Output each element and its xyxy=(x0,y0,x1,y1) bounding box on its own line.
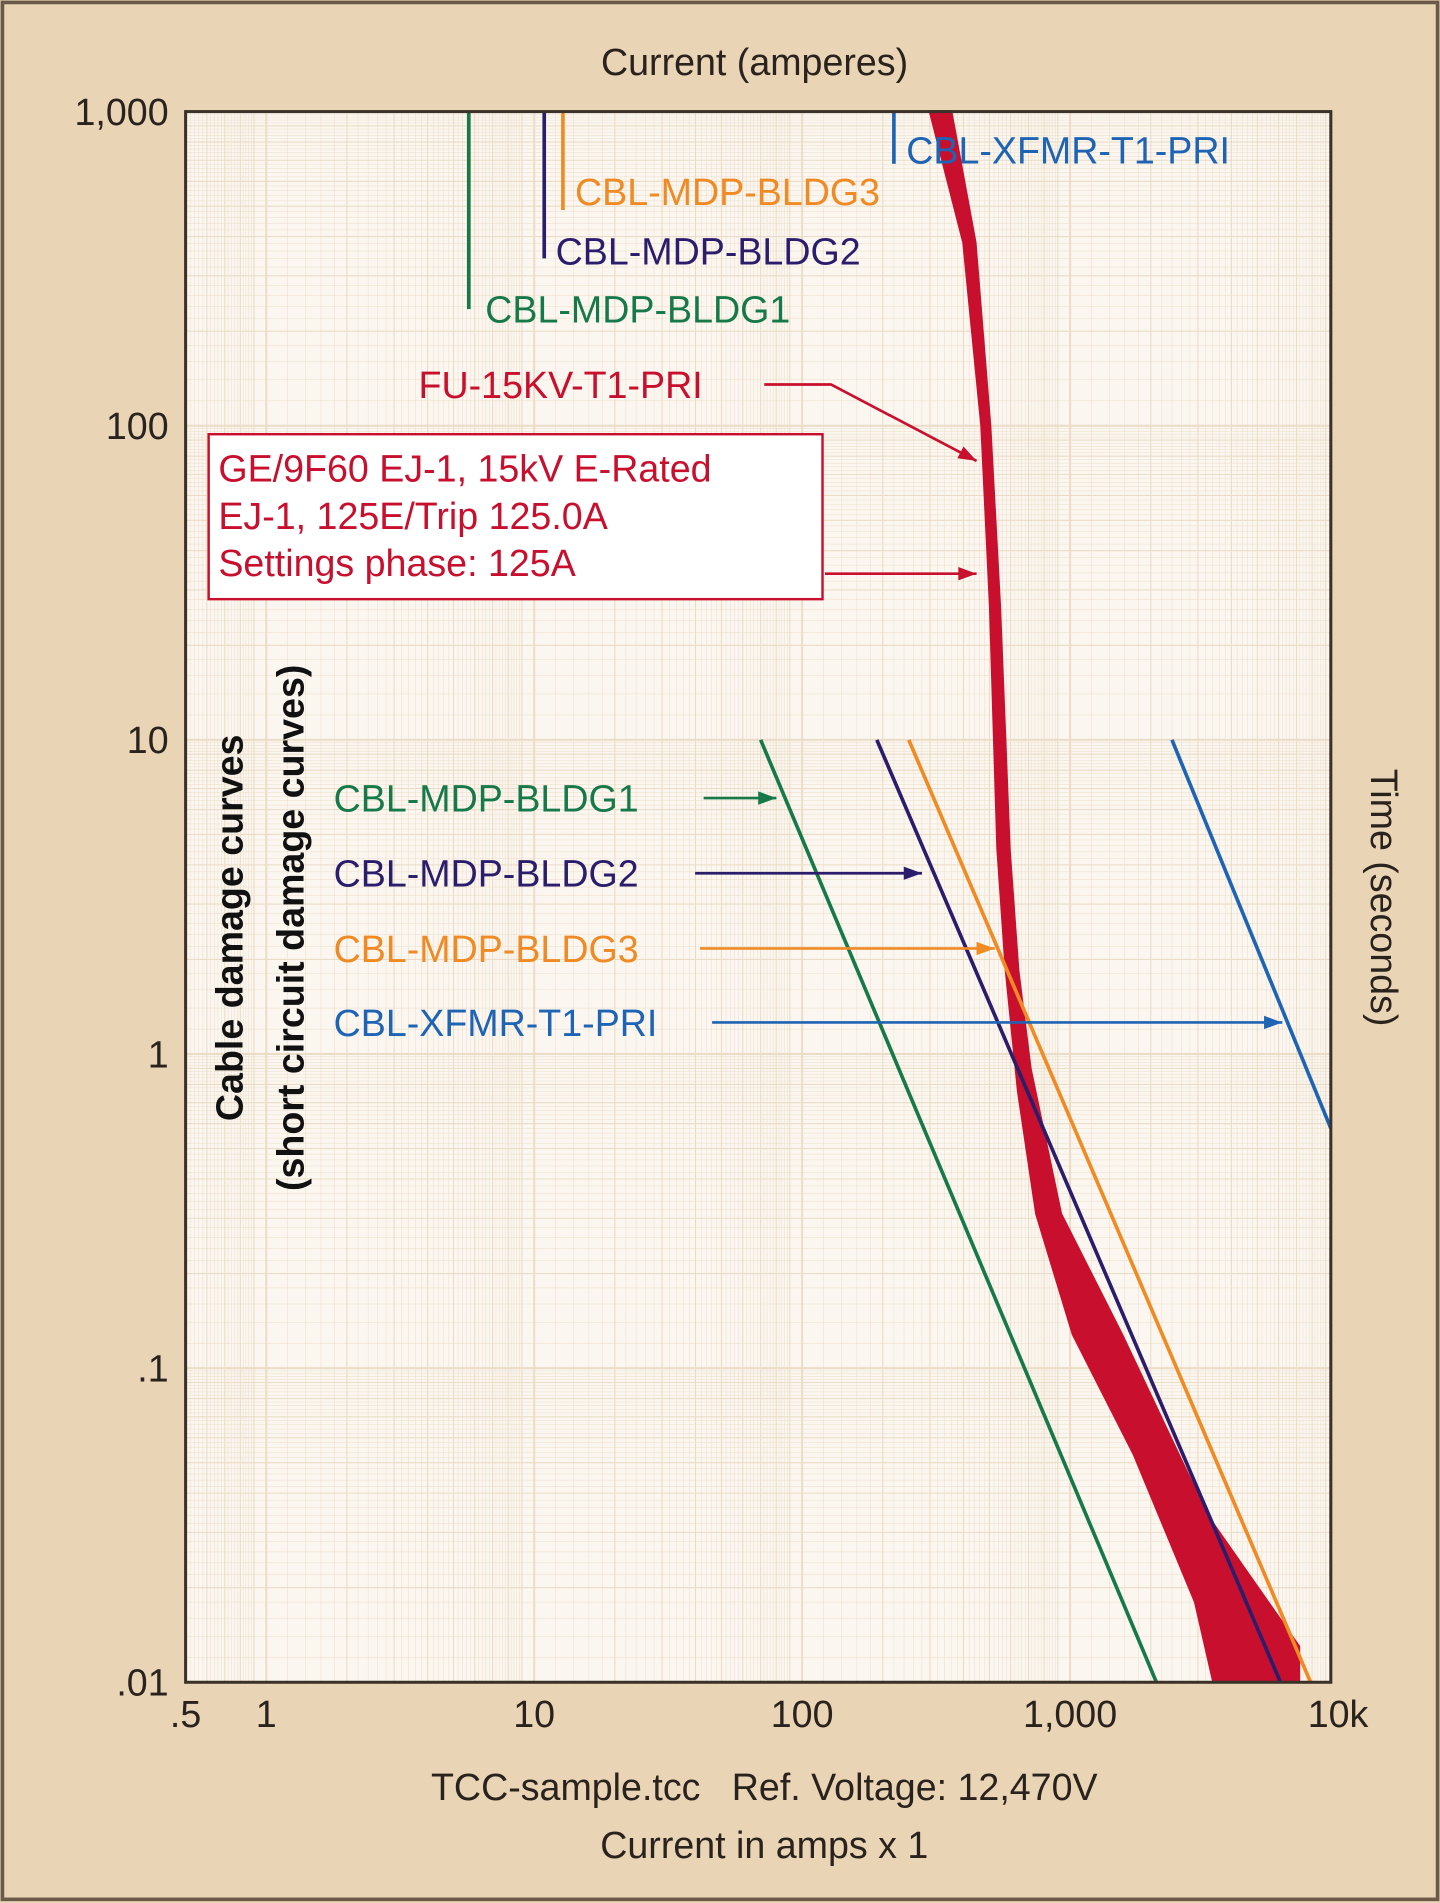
fuse-arrow-line xyxy=(764,383,978,463)
footer-line1: TCC-sample.tcc Ref. Voltage: 12,470V xyxy=(431,1766,1098,1808)
fuse-settings-line: Settings phase: 125A xyxy=(218,542,575,584)
top-label-cbl-xfmr-t1-pri: CBL-XFMR-T1-PRI xyxy=(906,130,1230,172)
top-axis-label: Current (amperes) xyxy=(601,41,908,83)
damage-label-cbl-xfmr-t1-pri: CBL-XFMR-T1-PRI xyxy=(334,1002,658,1044)
y-tick-label: .01 xyxy=(116,1662,168,1704)
damage-cbl-mdp-bldg1-arrowhead-icon xyxy=(758,791,777,805)
y-tick-label: 1 xyxy=(148,1033,169,1075)
damage-label-cbl-mdp-bldg3: CBL-MDP-BLDG3 xyxy=(334,928,639,970)
footer-line2: Current in amps x 1 xyxy=(600,1824,928,1866)
top-label-cbl-mdp-bldg2: CBL-MDP-BLDG2 xyxy=(556,230,861,272)
top-label-cbl-mdp-bldg1: CBL-MDP-BLDG1 xyxy=(485,289,790,331)
damage-curve-cbl-mdp-bldg3 xyxy=(907,739,1313,1683)
damage-curve-cbl-xfmr-t1-pri xyxy=(1170,739,1333,1129)
x-tick-label: 10k xyxy=(1308,1693,1369,1735)
fuse-settings-box xyxy=(207,432,824,601)
fuse-label: FU-15KV-T1-PRI xyxy=(419,364,703,406)
x-tick-label: .5 xyxy=(170,1693,201,1735)
damage-label-cbl-mdp-bldg1: CBL-MDP-BLDG1 xyxy=(334,777,639,819)
left-axis-label-line1: Cable damage curves xyxy=(209,735,251,1122)
plot-border xyxy=(184,110,1333,1684)
damage-cbl-mdp-bldg3-arrowhead-icon xyxy=(976,941,995,956)
curves xyxy=(466,110,1333,1684)
y-tick-label: .1 xyxy=(137,1347,168,1389)
damage-label-cbl-mdp-bldg2: CBL-MDP-BLDG2 xyxy=(334,853,639,895)
x-tick-label: 100 xyxy=(771,1693,834,1735)
annotations: CBL-MDP-BLDG1 CBL-MDP-BLDG1 CBL-MDP-BLDG2 C… xyxy=(207,130,1283,1044)
damage-cbl-xfmr-t1-pri-arrowhead-icon xyxy=(1264,1015,1283,1030)
right-axis-label: Time (seconds) xyxy=(1363,769,1405,1027)
x-tick-label: 10 xyxy=(513,1693,555,1735)
damage-curve-cbl-mdp-bldg2 xyxy=(875,739,1283,1683)
fuse-settings-arrowhead-icon xyxy=(958,567,977,581)
top-label-cbl-mdp-bldg3: CBL-MDP-BLDG3 xyxy=(575,171,880,213)
fuse-settings-line: EJ-1, 125E/Trip 125.0A xyxy=(218,495,607,537)
damage-curve-cbl-mdp-bldg1 xyxy=(758,739,1159,1683)
x-tick-label: 1,000 xyxy=(1023,1693,1117,1735)
fuse-arrowhead-icon xyxy=(957,446,977,461)
x-tick-label: 1 xyxy=(256,1693,277,1735)
fuse-settings-line: GE/9F60 EJ-1, 15kV E-Rated xyxy=(218,448,711,490)
y-tick-label: 100 xyxy=(106,405,169,447)
damage-cbl-mdp-bldg2-arrowhead-icon xyxy=(903,866,922,880)
y-tick-label: 1,000 xyxy=(75,91,169,133)
y-tick-label: 10 xyxy=(127,719,169,761)
grid xyxy=(185,111,1331,1684)
left-axis-label-line2: (short circuit damage curves) xyxy=(269,665,311,1191)
